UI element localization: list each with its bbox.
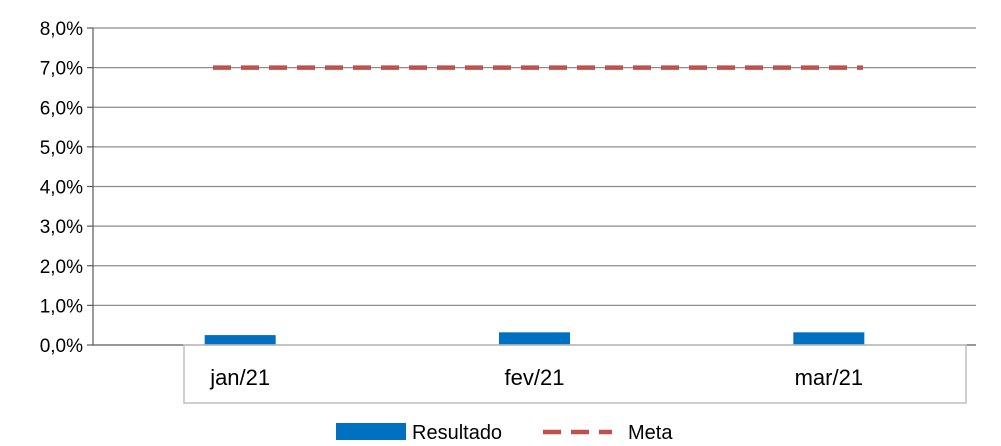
y-tick-label: 8,0% — [40, 19, 83, 40]
gridlines — [93, 27, 976, 306]
x-tick-label: fev/21 — [505, 365, 565, 390]
y-tick-label: 7,0% — [40, 59, 83, 80]
y-tick-label: 5,0% — [40, 138, 83, 159]
legend-label-meta: Meta — [628, 422, 673, 441]
bar-resultado-fev-21 — [499, 332, 570, 345]
bar-resultado-mar-21 — [793, 332, 865, 345]
y-tick-label: 3,0% — [40, 217, 83, 238]
x-tick-label: mar/21 — [795, 365, 863, 390]
x-tick-label: jan/21 — [209, 365, 270, 390]
y-tick-labels: 0,0% 1,0% 2,0% 3,0% 4,0% 5,0% 6,0% 7,0% 8,0% — [40, 19, 83, 357]
category-label-box — [183, 344, 967, 404]
x-tick-labels: jan/21 fev/21 mar/21 — [209, 365, 863, 390]
bar-resultado-jan-21 — [204, 335, 276, 345]
legend: Resultado Meta — [336, 422, 673, 444]
bars-resultado — [204, 332, 865, 345]
y-tick-label: 1,0% — [40, 296, 83, 317]
legend-swatch-resultado — [336, 423, 406, 440]
legend-label-resultado: Resultado — [412, 422, 502, 441]
y-tick-label: 4,0% — [40, 178, 83, 199]
y-tick-label: 0,0% — [40, 336, 83, 357]
y-tick-label: 6,0% — [40, 98, 83, 119]
axes — [87, 27, 976, 404]
y-tick-label: 2,0% — [40, 257, 83, 278]
